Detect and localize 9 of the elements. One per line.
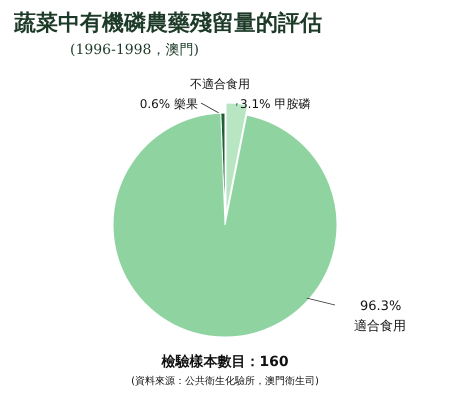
slice-label: 0.6% 樂果: [140, 97, 198, 111]
chart-subtitle: (1996-1998，澳門): [70, 42, 199, 58]
text: 檢驗樣本數目：160: [160, 353, 289, 370]
chart-title: 蔬菜中有機磷農藥殘留量的評估: [13, 10, 322, 36]
text: 不適合食用: [190, 77, 250, 91]
data-label: 96.3%: [360, 299, 402, 314]
text: (資料來源：公共衛生化驗所，澳門衛生司): [131, 375, 319, 387]
slice-label: 3.1% 甲胺磷: [240, 97, 310, 111]
slice-label: 適合食用: [354, 318, 406, 334]
